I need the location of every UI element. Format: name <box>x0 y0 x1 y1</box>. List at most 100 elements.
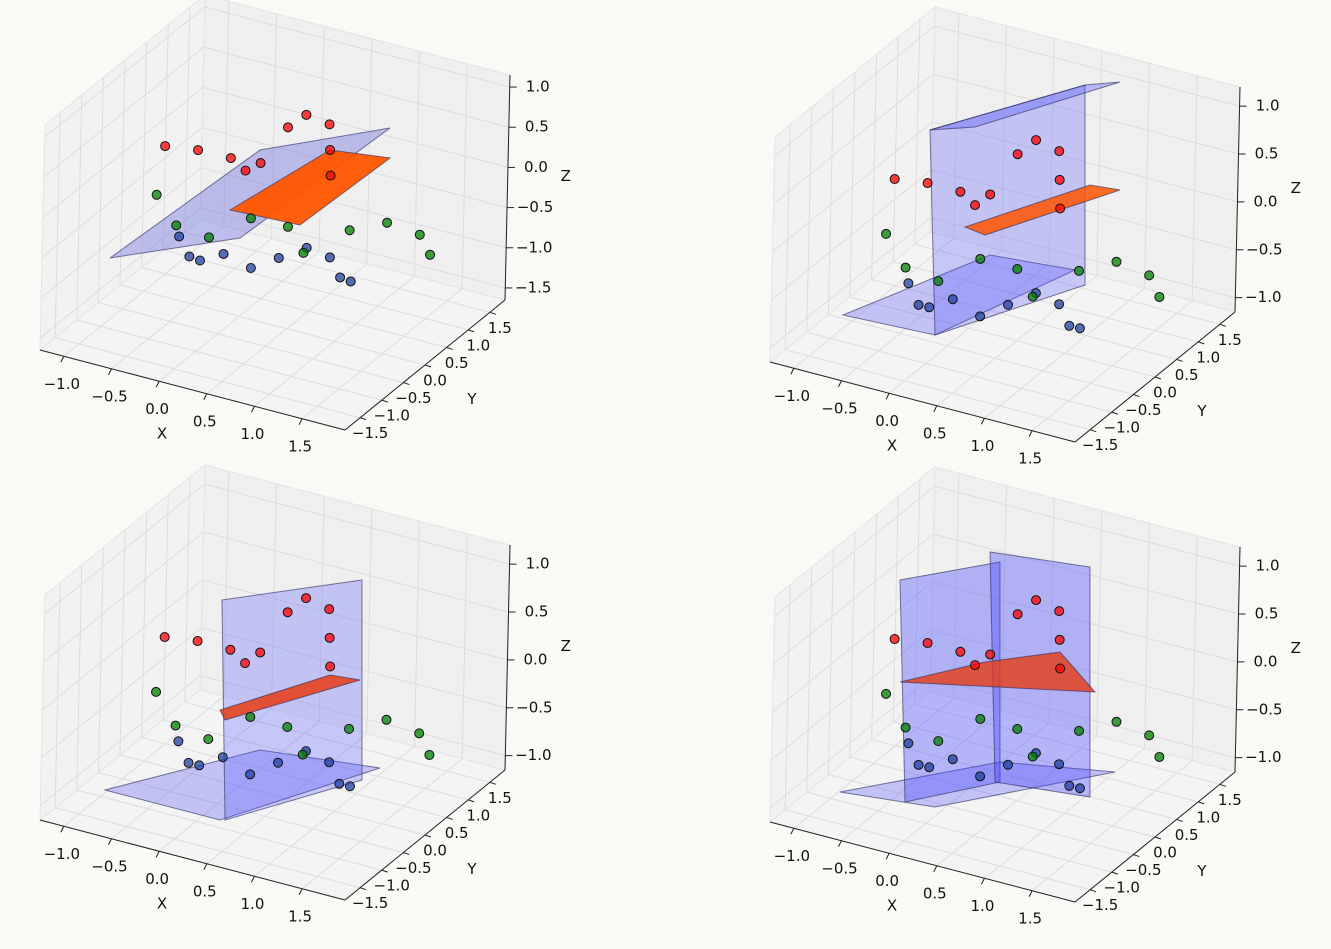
grid-line <box>184 7 490 313</box>
point <box>1054 146 1065 157</box>
y-tick <box>1198 341 1205 345</box>
grid-line <box>206 508 373 865</box>
y-tick-label: 0.5 <box>445 354 469 372</box>
point <box>1154 291 1165 302</box>
y-tick-label: −0.5 <box>1125 861 1161 879</box>
grid-line <box>158 496 325 852</box>
y-tick-label: −1.5 <box>352 894 388 912</box>
z-axis-label: Z <box>561 167 571 185</box>
point <box>170 720 181 731</box>
grid-line <box>44 6 510 138</box>
x-tick <box>838 380 842 387</box>
x-tick-label: 1.0 <box>241 895 265 913</box>
point <box>184 251 195 262</box>
point <box>1012 723 1023 734</box>
y-tick <box>1219 783 1227 787</box>
z-tick-label: −1.0 <box>1245 288 1281 306</box>
grid-line <box>111 483 277 840</box>
y-tick-label: −1.0 <box>1104 419 1140 437</box>
z-tick-label: 0.5 <box>1255 145 1279 163</box>
point <box>1031 135 1042 146</box>
point <box>1055 663 1066 674</box>
point <box>947 294 958 305</box>
point <box>282 607 293 618</box>
x-tick <box>838 840 842 847</box>
grid-line <box>771 629 1237 761</box>
y-tick <box>1176 358 1183 362</box>
y-tick-label: 0.0 <box>423 842 447 860</box>
y-tick <box>1089 429 1097 433</box>
x-axis-label: X <box>887 437 897 455</box>
z-tick-label: 1.0 <box>1256 97 1280 115</box>
point <box>324 604 335 615</box>
z-axis <box>1234 546 1241 773</box>
grid-line <box>76 95 382 401</box>
point <box>173 736 184 747</box>
z-tick-label: 0.0 <box>524 158 548 176</box>
grid-line <box>793 13 960 369</box>
point <box>933 276 944 287</box>
panel: −1.0−0.50.00.51.01.5−1.5−1.0−0.50.00.51.… <box>38 463 571 925</box>
x-axis-label: X <box>887 897 897 915</box>
x-tick <box>203 393 208 400</box>
point <box>1055 203 1066 214</box>
point <box>273 252 284 263</box>
point <box>382 217 393 228</box>
grid-line <box>793 473 960 829</box>
point <box>245 263 256 274</box>
x-tick-label: 1.0 <box>971 897 995 915</box>
point <box>1054 634 1065 645</box>
grid-line <box>774 485 1240 617</box>
point <box>424 749 435 760</box>
grid-line <box>42 579 508 711</box>
y-tick <box>1154 836 1162 840</box>
x-tick-label: 0.5 <box>193 882 217 900</box>
z-tick-label: −1.5 <box>515 278 551 296</box>
point <box>1074 725 1085 736</box>
x-tick <box>60 356 65 363</box>
point <box>900 262 911 273</box>
z-axis <box>1234 86 1241 313</box>
point <box>1027 291 1038 302</box>
point <box>325 170 336 181</box>
grid-line <box>111 13 277 370</box>
grid-line <box>97 77 404 384</box>
point <box>889 174 900 185</box>
point <box>255 158 266 169</box>
grid-line <box>254 521 420 877</box>
grid-line <box>63 1 230 357</box>
point <box>1144 270 1155 281</box>
grid-line <box>784 584 1091 891</box>
y-tick <box>1111 871 1118 875</box>
grid-line <box>806 107 1112 413</box>
panel: −1.0−0.50.00.51.01.5−1.5−1.0−0.50.00.51.… <box>38 0 571 455</box>
point <box>325 661 336 672</box>
point <box>282 721 293 732</box>
grid-line <box>784 124 1091 431</box>
x-tick-label: −0.5 <box>91 387 127 405</box>
point <box>240 658 251 669</box>
point <box>924 302 935 313</box>
decision-surface <box>963 184 1121 236</box>
x-tick-label: −1.0 <box>44 375 80 393</box>
x-axis <box>769 361 1076 443</box>
decision-surface <box>219 674 361 721</box>
point <box>975 311 986 322</box>
point <box>324 757 335 768</box>
x-axis-label: X <box>157 895 167 913</box>
grid-line <box>984 523 1150 879</box>
point <box>183 757 194 768</box>
point <box>985 189 996 200</box>
point <box>151 686 162 697</box>
y-tick-label: 1.0 <box>466 336 490 354</box>
point <box>1111 256 1122 267</box>
grid-line <box>936 510 1103 867</box>
y-tick-label: 1.5 <box>488 789 512 807</box>
grid-line <box>119 529 426 836</box>
grid-line <box>41 627 507 759</box>
grid-line <box>158 26 325 382</box>
y-tick-label: −1.5 <box>1082 436 1118 454</box>
point <box>985 649 996 660</box>
point <box>933 736 944 747</box>
